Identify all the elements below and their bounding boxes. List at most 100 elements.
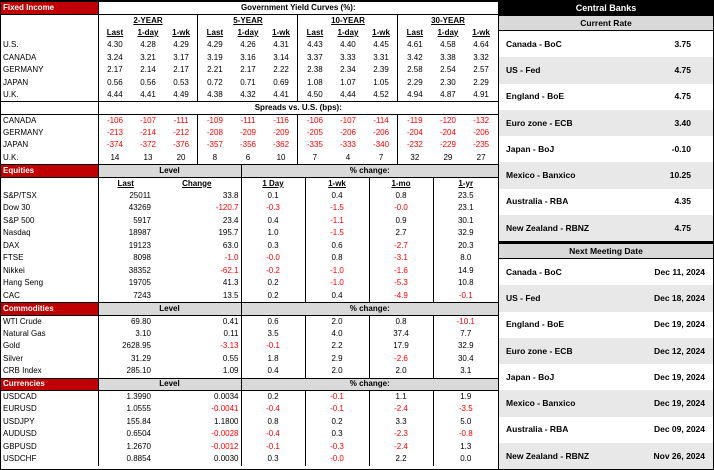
- cell: 4.26: [240, 40, 256, 50]
- cell: -1.0: [153, 252, 242, 265]
- cell: 2.17: [240, 65, 256, 75]
- cell: 1.07: [340, 77, 356, 87]
- cell: 3.19: [207, 52, 223, 62]
- cell: 1.1: [369, 390, 434, 403]
- cell: 0.4: [305, 189, 370, 202]
- cell: -229: [439, 140, 456, 150]
- commodities-header-row: Commodities Level % change:: [1, 302, 499, 316]
- cell: 4.29: [164, 39, 199, 52]
- cell: 1.8: [241, 352, 306, 365]
- bank-row: Japan - BoJ Dec 19, 2024: [499, 364, 713, 390]
- table-row: WTI Crude 69.80 0.41 0.6 2.0 0.8 -10.1: [1, 315, 498, 328]
- commodities-rows: WTI Crude 69.80 0.41 0.6 2.0 0.8 -10.1 Natural …: [1, 315, 498, 378]
- cell: 0.72: [207, 77, 223, 87]
- cell: -1.0: [305, 264, 370, 277]
- column-header: 1-wk: [464, 26, 499, 39]
- row-label: Gold: [1, 340, 99, 353]
- row-label: WTI Crude: [1, 315, 99, 328]
- spreads-header-row: Spreads vs. U.S. (bps):: [1, 101, 499, 115]
- bank-label: Mexico - Banxico: [506, 398, 576, 409]
- currencies-rows: USDCAD 1.3990 0.0034 0.2 -0.1 1.1 1.9 EURUSD 1.0…: [1, 390, 498, 466]
- bank-label: New Zealand - RBNZ: [506, 222, 590, 233]
- row-label: GERMANY: [1, 126, 99, 139]
- cell: 4.0: [305, 327, 370, 340]
- cell: 1.0555: [126, 404, 151, 414]
- table-row: Dow 30 43269 -120.7 -0.3 -1.5 -0.0 23.1: [1, 202, 498, 215]
- cell: -0.0: [241, 252, 306, 265]
- cell: 4.94: [407, 90, 423, 99]
- column-header: Last: [106, 27, 124, 37]
- cell: 6: [245, 152, 251, 162]
- cell: -120.7: [153, 202, 242, 215]
- bank-row: Euro zone - ECB Dec 12, 2024: [499, 337, 713, 364]
- cell: 17.9: [369, 340, 434, 353]
- cell: -116: [264, 114, 299, 127]
- commodities-table: Commodities Level % change: WTI Crude 69.…: [1, 302, 499, 378]
- cell: 2.34: [340, 65, 356, 75]
- column-header: 1-day: [237, 27, 259, 37]
- row-label: GBPUSD: [1, 440, 99, 453]
- cell: 4.52: [364, 89, 399, 102]
- cell: 3.33: [340, 52, 356, 62]
- cell: 2.2: [305, 340, 370, 353]
- cell: -372: [139, 140, 156, 150]
- table-row: Gold 2628.95 -3.13 -0.1 2.2 17.9 32.9: [1, 340, 498, 353]
- cell: 2.57: [464, 64, 499, 77]
- column-header: 1-day: [337, 27, 359, 37]
- row-label: JAPAN: [1, 139, 99, 152]
- cell: 0.41: [153, 315, 242, 328]
- cell: 23.1: [457, 203, 474, 213]
- column-header-1mo: 1-mo: [369, 177, 434, 190]
- table-row: EURUSD 1.0555 -0.0041 -0.4 -0.1 -2.4 -3.5: [1, 403, 498, 416]
- column-header-1day: 1 Day: [241, 177, 306, 190]
- cell: -0.0012: [153, 440, 242, 453]
- yield-column-header-row: Last 1-day 1-wk Last 1-day 1-wk Last 1-day 1-wk L…: [1, 26, 499, 39]
- cell: -106: [306, 115, 323, 125]
- maturity-header: 5-YEAR: [197, 14, 299, 27]
- bank-row: England - BoE Dec 19, 2024: [499, 312, 713, 338]
- equities-header-row: Equities Level % change:: [1, 164, 499, 178]
- cell: 27: [464, 151, 499, 164]
- cell: -2.4: [369, 403, 434, 416]
- cell: 0.3: [241, 453, 306, 466]
- row-label: S&P 500: [1, 214, 99, 227]
- row-label: USDJPY: [1, 415, 99, 428]
- cell: 3.16: [240, 52, 256, 62]
- cell: 0.2: [305, 415, 370, 428]
- cell: -340: [364, 139, 399, 152]
- column-header-1wk: 1-wk: [305, 177, 370, 190]
- spread-row: U.K. 14 13 20 8 6 10 7 4 7 32 29 27: [1, 151, 499, 164]
- cell: -0.1: [241, 340, 306, 353]
- cell: 4.64: [464, 39, 499, 52]
- cell: 4.44: [107, 90, 123, 99]
- bank-rate: 4.75: [674, 222, 691, 233]
- empty-cell: [1, 26, 99, 39]
- cell: 4: [345, 152, 351, 162]
- cell: 1.1800: [153, 415, 242, 428]
- table-row: Natural Gas 3.10 0.11 3.5 4.0 37.4 7.7: [1, 327, 498, 340]
- cell: 0.6: [241, 315, 306, 328]
- spread-rows: CANADA -106 -107 -111 -109 -111 -116 -106 -107 -1…: [1, 114, 499, 164]
- column-header: Last: [206, 27, 224, 37]
- level-header: Level: [98, 377, 242, 391]
- meeting-date: Nov 26, 2024: [653, 450, 705, 461]
- cell: 32.9: [457, 228, 474, 238]
- cell: 2.54: [440, 65, 456, 75]
- cell: -232: [406, 140, 423, 150]
- bank-row: New Zealand - RBNZ Nov 26, 2024: [499, 442, 713, 469]
- cell: 14.9: [457, 265, 474, 275]
- section-label-equities: Equities: [1, 164, 99, 178]
- cell: -1.0: [305, 277, 370, 290]
- cell: 3.24: [107, 52, 123, 62]
- cell: 3.32: [464, 51, 499, 64]
- cell: 38352: [128, 265, 151, 275]
- cell: 0.1: [241, 189, 306, 202]
- bank-rate: 3.75: [674, 38, 691, 49]
- table-row: Nasdaq 18987 195.7 1.0 -1.5 2.7 32.9: [1, 227, 498, 240]
- cell: 63.0: [153, 239, 242, 252]
- cell: -204: [439, 127, 456, 137]
- table-row: FTSE 8098 -1.0 -0.0 0.8 -3.1 8.0: [1, 252, 498, 265]
- cell: 0.3: [241, 239, 306, 252]
- bank-label: Euro zone - ECB: [506, 117, 573, 128]
- maturity-header-row: 2-YEAR 5-YEAR 10-YEAR 30-YEAR: [1, 14, 499, 27]
